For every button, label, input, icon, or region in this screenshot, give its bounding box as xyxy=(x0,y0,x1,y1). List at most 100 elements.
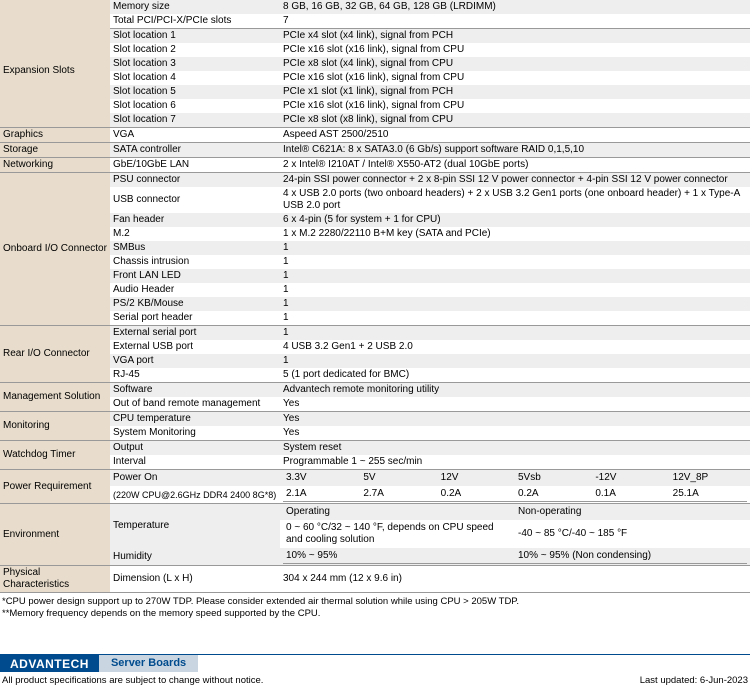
value-cell: Programmable 1 ~ 255 sec/min xyxy=(280,455,750,470)
category-cell: Monitoring xyxy=(0,412,110,441)
subcategory-cell: Total PCI/PCI-X/PCIe slots xyxy=(110,14,280,29)
footnote-1: *CPU power design support up to 270W TDP… xyxy=(2,596,748,608)
value-cell: 1 xyxy=(280,255,750,269)
value-cell: 4 x USB 2.0 ports (two onboard headers) … xyxy=(280,187,750,213)
value-cell: 2 x Intel® I210AT / Intel® X550-AT2 (dua… xyxy=(280,158,750,173)
power-sub1: Power On xyxy=(110,470,280,487)
table-row: Expansion SlotsTotal PCI/PCI-X/PCIe slot… xyxy=(0,14,750,29)
table-row: USB connector4 x USB 2.0 ports (two onbo… xyxy=(0,187,750,213)
env-nonoperating-label: Non-operating xyxy=(515,505,747,519)
subcategory-cell: Out of band remote management xyxy=(110,397,280,412)
env-operating-val: 0 ~ 60 °C/32 ~ 140 °F, depends on CPU sp… xyxy=(283,521,515,547)
power-row-header: Power Requirement Power On 3.3V5V12V5Vsb… xyxy=(0,470,750,487)
value-cell: Yes xyxy=(280,412,750,427)
table-row: Watchdog TimerOutputSystem reset xyxy=(0,441,750,456)
subcategory-cell: USB connector xyxy=(110,187,280,213)
env-header-row: Environment Temperature Operating Non-op… xyxy=(0,504,750,521)
power-col-value: 2.7A xyxy=(360,487,437,502)
footer-updated: Last updated: 6-Jun-2023 xyxy=(640,675,748,686)
subcategory-cell: GbE/10GbE LAN xyxy=(110,158,280,173)
table-row: Slot location 4PCIe x16 slot (x16 link),… xyxy=(0,71,750,85)
env-humidity-label: Humidity xyxy=(110,548,280,566)
subcategory-cell: Slot location 1 xyxy=(110,29,280,44)
physical-val: 304 x 244 mm (12 x 9.6 in) xyxy=(280,566,750,593)
subcategory-cell: Interval xyxy=(110,455,280,470)
subcategory-cell: SMBus xyxy=(110,241,280,255)
table-row: VGA port1 xyxy=(0,354,750,368)
spec-table: Memory size8 GB, 16 GB, 32 GB, 64 GB, 12… xyxy=(0,0,750,593)
category-cell: Expansion Slots xyxy=(0,14,110,128)
table-row: Slot location 3PCIe x8 slot (x4 link), s… xyxy=(0,57,750,71)
table-row: Audio Header1 xyxy=(0,283,750,297)
value-cell: 7 xyxy=(280,14,750,29)
subcategory-cell: System Monitoring xyxy=(110,426,280,441)
table-row: Slot location 5PCIe x1 slot (x1 link), s… xyxy=(0,85,750,99)
power-col-value: 0.2A xyxy=(438,487,515,502)
subcategory-cell: Front LAN LED xyxy=(110,269,280,283)
table-row: Front LAN LED1 xyxy=(0,269,750,283)
power-col-header: -12V xyxy=(592,471,669,485)
table-row: System MonitoringYes xyxy=(0,426,750,441)
value-cell: Aspeed AST 2500/2510 xyxy=(280,128,750,143)
table-row: Slot location 2PCIe x16 slot (x16 link),… xyxy=(0,43,750,57)
env-humidity-op: 10% ~ 95% xyxy=(283,549,515,564)
power-row-vals: (220W CPU@2.6GHz DDR4 2400 8G*8) 2.1A2.7… xyxy=(0,486,750,504)
category-cell: Management Solution xyxy=(0,383,110,412)
category-cell: Rear I/O Connector xyxy=(0,326,110,383)
table-row: Fan header6 x 4-pin (5 for system + 1 fo… xyxy=(0,213,750,227)
table-row: Serial port header1 xyxy=(0,311,750,326)
physical-row: Physical Characteristics Dimension (L x … xyxy=(0,566,750,593)
subcategory-cell: Memory size xyxy=(110,0,280,14)
env-humidity-row: Humidity 10% ~ 95% 10% ~ 95% (Non conden… xyxy=(0,548,750,566)
power-col-header: 5V xyxy=(360,471,437,485)
table-row: Management SolutionSoftwareAdvantech rem… xyxy=(0,383,750,398)
value-cell: Advantech remote monitoring utility xyxy=(280,383,750,398)
power-col-value: 0.2A xyxy=(515,487,592,502)
subcategory-cell: Serial port header xyxy=(110,311,280,326)
value-cell: PCIe x16 slot (x16 link), signal from CP… xyxy=(280,43,750,57)
value-cell: Yes xyxy=(280,426,750,441)
subcategory-cell: PS/2 KB/Mouse xyxy=(110,297,280,311)
category-cell: Onboard I/O Connector xyxy=(0,173,110,326)
value-cell: 4 USB 3.2 Gen1 + 2 USB 2.0 xyxy=(280,340,750,354)
table-row: NetworkingGbE/10GbE LAN2 x Intel® I210AT… xyxy=(0,158,750,173)
subcategory-cell: Slot location 7 xyxy=(110,113,280,128)
power-col-header: 12V xyxy=(438,471,515,485)
table-row: IntervalProgrammable 1 ~ 255 sec/min xyxy=(0,455,750,470)
table-row: PS/2 KB/Mouse1 xyxy=(0,297,750,311)
subcategory-cell: CPU temperature xyxy=(110,412,280,427)
footnote-2: **Memory frequency depends on the memory… xyxy=(2,608,748,620)
table-row: External USB port4 USB 3.2 Gen1 + 2 USB … xyxy=(0,340,750,354)
env-humidity-nonop: 10% ~ 95% (Non condensing) xyxy=(515,549,747,564)
table-row: MonitoringCPU temperatureYes xyxy=(0,412,750,427)
value-cell: 1 xyxy=(280,269,750,283)
cat-environment: Environment xyxy=(0,504,110,566)
value-cell: 1 xyxy=(280,283,750,297)
table-row: Out of band remote managementYes xyxy=(0,397,750,412)
category-cell: Graphics xyxy=(0,128,110,143)
subcategory-cell: Slot location 3 xyxy=(110,57,280,71)
subcategory-cell: Slot location 4 xyxy=(110,71,280,85)
value-cell: Intel® C621A: 8 x SATA3.0 (6 Gb/s) suppo… xyxy=(280,143,750,158)
table-row: GraphicsVGAAspeed AST 2500/2510 xyxy=(0,128,750,143)
power-col-header: 3.3V xyxy=(283,471,360,485)
value-cell: System reset xyxy=(280,441,750,456)
category-cell: Networking xyxy=(0,158,110,173)
subcategory-cell: M.2 xyxy=(110,227,280,241)
subcategory-cell: RJ-45 xyxy=(110,368,280,383)
value-cell: 5 (1 port dedicated for BMC) xyxy=(280,368,750,383)
cat-physical: Physical Characteristics xyxy=(0,566,110,593)
power-col-value: 2.1A xyxy=(283,487,360,502)
power-col-value: 25.1A xyxy=(670,487,747,502)
value-cell: PCIe x16 slot (x16 link), signal from CP… xyxy=(280,99,750,113)
value-cell: 1 xyxy=(280,354,750,368)
table-row: Slot location 6PCIe x16 slot (x16 link),… xyxy=(0,99,750,113)
value-cell: PCIe x4 slot (x4 link), signal from PCH xyxy=(280,29,750,44)
value-cell: PCIe x8 slot (x4 link), signal from CPU xyxy=(280,57,750,71)
value-cell: PCIe x1 slot (x1 link), signal from PCH xyxy=(280,85,750,99)
footer-category: Server Boards xyxy=(99,655,198,672)
table-row: Memory size8 GB, 16 GB, 32 GB, 64 GB, 12… xyxy=(0,0,750,14)
subcategory-cell: External serial port xyxy=(110,326,280,341)
subcategory-cell: Audio Header xyxy=(110,283,280,297)
table-row: Slot location 7PCIe x8 slot (x8 link), s… xyxy=(0,113,750,128)
